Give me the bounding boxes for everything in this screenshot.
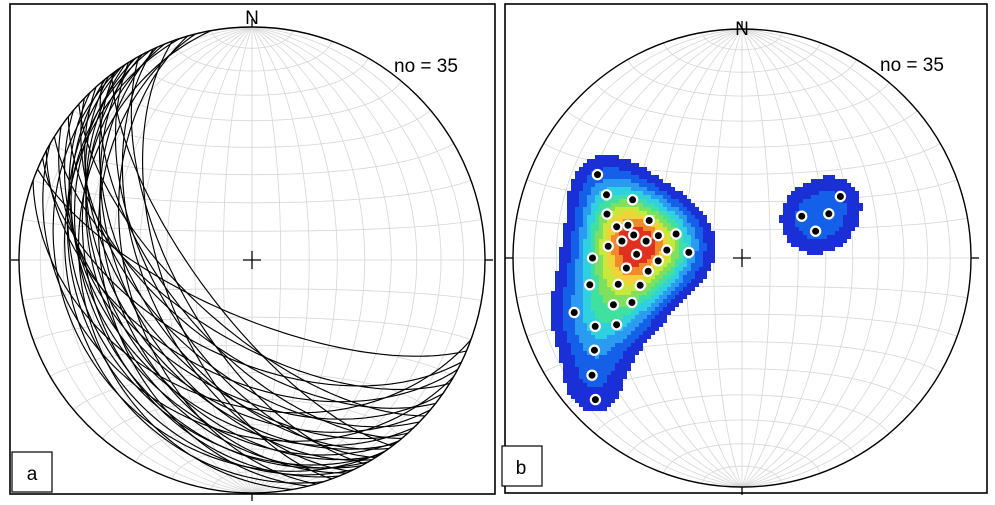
great-circle-33: [98, 33, 309, 487]
panel-a-letter: a: [27, 464, 38, 485]
panel-a-center-cross: [243, 251, 261, 269]
panel-a-grid-parallel: [135, 424, 369, 463]
great-circle-29: [118, 35, 317, 485]
panel-a-grid-parallel: [211, 30, 293, 49]
great-circle-9: [68, 92, 415, 447]
pole-point-29: [568, 306, 580, 319]
pole-point-18: [626, 296, 638, 309]
pole-point-14: [642, 265, 654, 277]
great-circle-12: [70, 78, 399, 456]
pole-point-17: [607, 299, 620, 311]
panel-a-letter-box: [11, 451, 53, 493]
pole-point-11: [652, 229, 665, 242]
pole-point-7: [640, 235, 652, 247]
pole-point-3: [611, 221, 623, 233]
panel-a-stereonet-grid: [19, 26, 485, 494]
pole-point-13: [620, 262, 633, 274]
panel-a-grid-parallel: [32, 179, 472, 204]
great-circle-13: [84, 76, 396, 450]
pole-point-23: [589, 393, 602, 406]
great-circle-18: [114, 62, 376, 459]
pole-point-22: [586, 369, 598, 381]
great-circle-19: [99, 60, 373, 461]
panel-b-grid-parallel: [594, 82, 890, 122]
pole-point-1: [600, 189, 613, 201]
great-circle-26: [81, 43, 340, 478]
great-circle-31: [37, 168, 467, 357]
panel-a-grid-parallel: [73, 109, 431, 148]
pole-point-27: [586, 252, 599, 264]
panel-a-grid-parallel: [171, 448, 333, 480]
panel-a-grid-parallel: [22, 219, 482, 232]
pole-point-21: [588, 344, 601, 356]
pole-point-6: [602, 240, 614, 252]
panel-a-grid-parallel: [135, 57, 369, 96]
great-circle-17: [85, 64, 380, 461]
pole-point-32: [834, 190, 847, 203]
pole-point-34: [809, 225, 822, 237]
great-circle-30: [32, 180, 472, 414]
panel-b-frame: [504, 3, 988, 494]
panel-a: N no = 35 a: [9, 3, 496, 501]
panel-b-grid-parallel: [627, 59, 857, 97]
pole-point-24: [591, 168, 604, 181]
pole-point-10: [661, 244, 673, 256]
great-circle-34: [78, 29, 293, 491]
pole-point-2: [601, 208, 613, 220]
pole-point-9: [652, 255, 664, 267]
great-circle-11: [99, 81, 402, 440]
pole-point-16: [634, 279, 646, 291]
great-circle-28: [64, 37, 325, 484]
panel-b-center-cross: [733, 249, 751, 267]
pole-point-26: [643, 214, 655, 227]
great-circle-21: [130, 56, 366, 465]
panel-b-letter: b: [516, 458, 527, 479]
pole-point-19: [610, 319, 623, 331]
panel-b-grid-parallel: [701, 465, 783, 484]
pole-point-8: [630, 248, 643, 260]
pole-point-25: [626, 194, 639, 206]
pole-point-20: [589, 320, 601, 333]
great-circle-27: [142, 40, 332, 480]
panel-a-north-label: N: [245, 8, 259, 29]
pole-point-33: [823, 208, 835, 220]
panel-b-poles: [568, 168, 847, 406]
pole-point-31: [622, 219, 634, 231]
panel-b-grid-parallel: [627, 419, 857, 457]
panel-a-grid-parallel: [171, 40, 333, 72]
panel-b-north-label: N: [735, 19, 749, 40]
pole-point-12: [670, 228, 682, 240]
panel-a-grid-parallel: [73, 372, 431, 411]
pole-point-5: [616, 235, 628, 247]
pole-point-35: [796, 210, 808, 222]
panel-b-grid-parallel: [663, 443, 821, 474]
panel-b-edge-ticks: [505, 21, 979, 495]
great-circle-32: [42, 143, 455, 442]
panel-b-grid-parallel: [663, 42, 821, 73]
pole-point-4: [628, 229, 640, 241]
panel-a-edge-ticks: [11, 19, 493, 501]
panel-b-letter-box: [501, 445, 543, 487]
pole-point-30: [683, 246, 695, 259]
great-circle-20: [73, 57, 369, 469]
panel-a-great-circles: [32, 29, 472, 491]
panel-a-grid-parallel: [22, 288, 482, 301]
panel-b-grid-parallel: [701, 32, 783, 51]
panel-b: N no = 35 b: [501, 3, 988, 495]
panel-a-count-label: no = 35: [394, 56, 458, 77]
pole-point-15: [612, 278, 624, 290]
great-circle-25: [99, 46, 347, 474]
panel-b-grid-parallel: [566, 110, 918, 148]
pole-point-28: [584, 279, 596, 291]
great-circle-4: [58, 126, 444, 420]
panel-b-count-label: no = 35: [880, 55, 944, 76]
great-circle-35: [52, 68, 386, 472]
panel-b-grid-parallel: [594, 394, 890, 434]
